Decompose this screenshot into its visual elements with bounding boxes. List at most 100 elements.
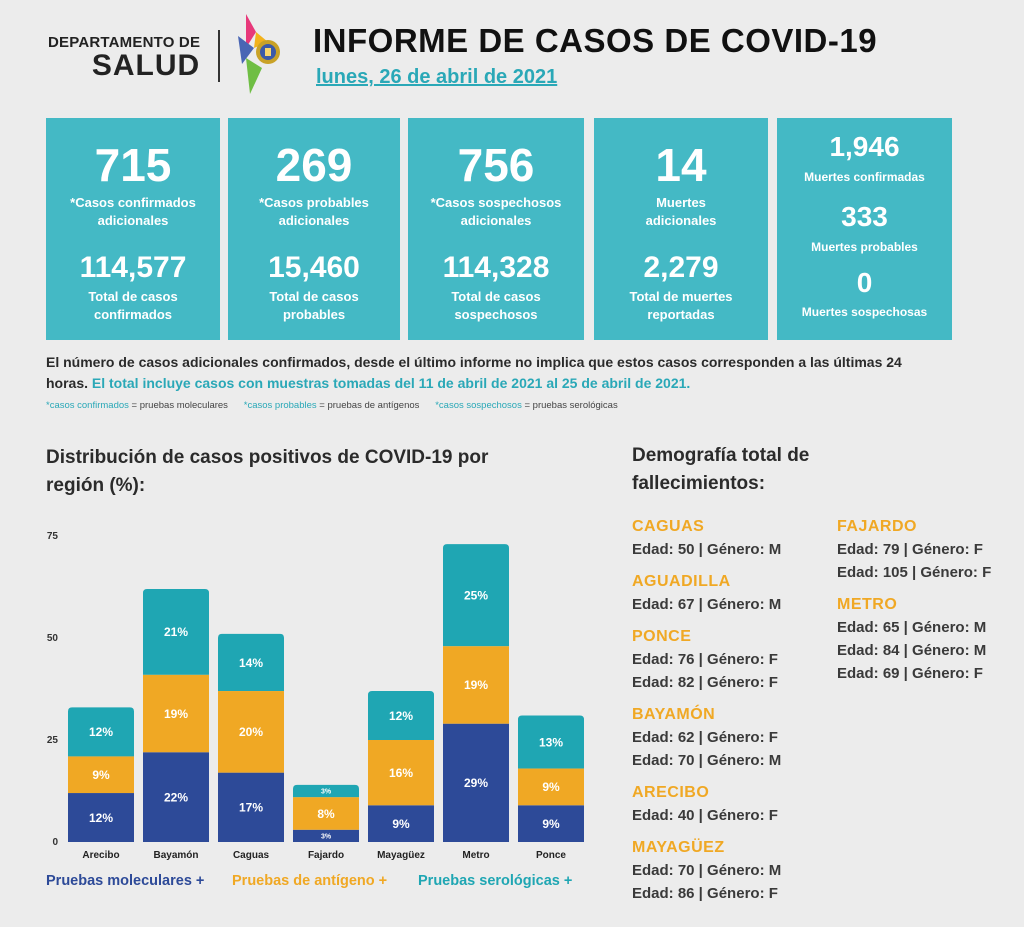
- bar-segment: [368, 740, 434, 806]
- suspected-additional-value: 756: [457, 139, 535, 191]
- demography-region: CAGUAS: [632, 518, 705, 535]
- legend-confirmed-def: = pruebas moleculares: [131, 400, 228, 411]
- legend-suspect-term: *casos sospechosos: [435, 400, 522, 411]
- demography-region: METRO: [837, 596, 898, 613]
- bar-segment: [293, 797, 359, 830]
- probable-total-value: 15,460: [268, 251, 360, 284]
- demography-entry: Edad: 70 | Género: M: [632, 862, 782, 879]
- department-logo: DEPARTAMENTO DE SALUD: [48, 34, 200, 81]
- deaths-probable-label: Muertes probables: [811, 240, 918, 254]
- x-category-label: Caguas: [233, 850, 270, 861]
- logo-department-label: DEPARTAMENTO DE: [48, 34, 201, 51]
- deaths-confirmed-value: 1,946: [829, 131, 900, 162]
- y-tick-label: 0: [52, 837, 58, 848]
- deaths-suspected-label: Muertes sospechosas: [801, 305, 928, 319]
- confirmed-cases-card: 715 *Casos confirmados adicionales 114,5…: [46, 118, 220, 340]
- demography-entry: Edad: 62 | Género: F: [632, 729, 778, 746]
- bar-value-label: 9%: [542, 817, 560, 831]
- demography-entry: Edad: 105 | Género: F: [837, 564, 992, 581]
- bar-segment: [518, 715, 584, 769]
- legend-molecular: Pruebas moleculares +: [46, 873, 205, 889]
- bar-segment: [443, 646, 509, 724]
- demography-entry: Edad: 50 | Género: M: [632, 541, 782, 558]
- bar-segment: [143, 674, 209, 753]
- deaths-breakdown-card: 1,946 Muertes confirmadas 333 Muertes pr…: [777, 118, 952, 340]
- demography-entry: Edad: 84 | Género: M: [837, 642, 987, 659]
- bar-value-label: 22%: [164, 790, 188, 804]
- chart-title: Distribución de casos positivos de COVID…: [46, 447, 489, 496]
- legend-probable-def: = pruebas de antígenos: [319, 400, 420, 411]
- legend-serological: Pruebas serológicas +: [418, 873, 573, 889]
- bar-segment: [518, 805, 584, 842]
- confirmed-total-value: 114,577: [79, 251, 187, 284]
- bar-value-label: 20%: [239, 725, 263, 739]
- bar-segment: [218, 772, 284, 842]
- bar-value-label: 3%: [321, 833, 332, 840]
- demography-entry: Edad: 65 | Género: M: [837, 619, 987, 636]
- suspected-total-value: 114,328: [442, 251, 550, 284]
- bar-value-label: 19%: [464, 678, 488, 692]
- bar-segment: [293, 784, 359, 798]
- bar-value-label: 9%: [392, 817, 410, 831]
- suspected-additional-label: *Casos sospechosos adicionales: [430, 195, 562, 228]
- confirmed-additional-value: 715: [94, 139, 172, 191]
- demography-entry: Edad: 76 | Género: F: [632, 651, 778, 668]
- logo-divider: [218, 30, 220, 82]
- demography-region: ARECIBO: [632, 784, 710, 801]
- x-category-label: Metro: [462, 850, 489, 861]
- x-category-label: Mayagüez: [377, 850, 425, 861]
- bar-segment: [143, 752, 209, 842]
- demography-left-column: CAGUAS Edad: 50 | Género: M AGUADILLA Edad:…: [632, 516, 781, 905]
- bar-segment: [143, 589, 209, 675]
- x-category-label: Ponce: [536, 850, 566, 861]
- suspected-cases-card: 756 *Casos sospechosos adicionales 114,3…: [408, 118, 584, 340]
- bar-value-label: 16%: [389, 766, 413, 780]
- report-note-text: El número de casos adicionales confirmad…: [46, 354, 902, 391]
- bar-value-label: 25%: [464, 588, 488, 602]
- legend-confirmed-term: *casos confirmados: [46, 400, 129, 411]
- bar-segment: [293, 829, 359, 842]
- bar-segment: [218, 633, 284, 692]
- legend-suspect-def: = pruebas serológicas: [524, 400, 618, 411]
- bar-segment: [68, 756, 134, 794]
- probable-additional-label: *Casos probables adicionales: [259, 195, 369, 228]
- demography-entry: Edad: 82 | Género: F: [632, 674, 778, 691]
- bar-segment: [218, 691, 284, 773]
- demography-entry: Edad: 86 | Género: F: [632, 885, 778, 902]
- deaths-suspected-value: 0: [856, 267, 873, 298]
- deaths-additional-value: 14: [655, 139, 707, 191]
- probable-additional-value: 269: [275, 139, 353, 191]
- demography-region: BAYAMÓN: [632, 706, 716, 723]
- y-tick-label: 75: [47, 531, 59, 542]
- bar-value-label: 29%: [464, 776, 488, 790]
- x-category-label: Bayamón: [153, 850, 198, 861]
- health-emblem-icon: [238, 14, 280, 94]
- demography-right-column: FAJARDO Edad: 79 | Género: F Edad: 105 | G…: [837, 516, 991, 685]
- bar-value-label: 12%: [89, 725, 113, 739]
- report-title: INFORME DE CASOS DE COVID-19: [313, 22, 878, 59]
- x-category-label: Fajardo: [308, 850, 344, 861]
- bar-value-label: 14%: [239, 656, 263, 670]
- bar-segment: [368, 691, 434, 740]
- logo-salud-label: SALUD: [91, 49, 201, 82]
- demography-region: PONCE: [632, 628, 692, 645]
- x-category-label: Arecibo: [82, 850, 119, 861]
- report-note: El número de casos adicionales confirmad…: [46, 352, 926, 394]
- deaths-probable-value: 333: [841, 201, 888, 232]
- demography-region: FAJARDO: [837, 518, 917, 535]
- confirmed-total-label: Total de casos confirmados: [88, 289, 178, 322]
- bar-value-label: 9%: [92, 768, 110, 782]
- demography-entry: Edad: 79 | Género: F: [837, 541, 983, 558]
- bar-value-label: 12%: [89, 811, 113, 825]
- bar-value-label: 13%: [539, 735, 563, 749]
- demography-entry: Edad: 69 | Género: F: [837, 665, 983, 682]
- bar-segment: [443, 544, 509, 647]
- case-type-legend: *casos confirmados = pruebas moleculares…: [46, 400, 618, 411]
- report-note-highlight: El total incluye casos con muestras toma…: [91, 375, 691, 391]
- report-date: lunes, 26 de abril de 2021: [316, 66, 558, 88]
- demography-region: AGUADILLA: [632, 573, 731, 590]
- demography-title: Demografía total de fallecimientos:: [632, 445, 810, 494]
- bar-segment: [443, 723, 509, 842]
- probable-total-label: Total de casos probables: [269, 289, 359, 322]
- probable-cases-card: 269 *Casos probables adicionales 15,460 …: [228, 118, 400, 340]
